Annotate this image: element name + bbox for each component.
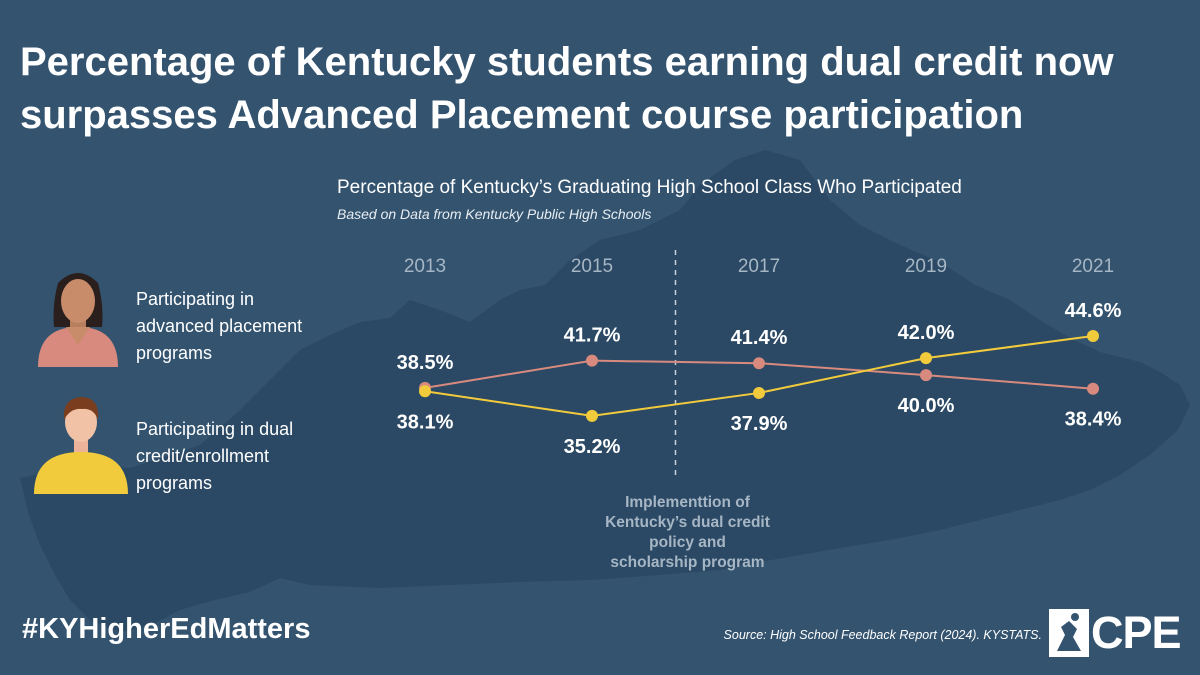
- data-label-dual-credit: 37.9%: [731, 413, 788, 435]
- legend-label-dual-credit: Participating in dual credit/enrollment …: [136, 419, 294, 493]
- headline: Percentage of Kentucky students earning …: [20, 40, 1114, 137]
- hashtag: #KYHigherEdMatters: [22, 613, 311, 645]
- cpe-logo-text: CPE: [1091, 607, 1182, 658]
- data-label-advanced-placement: 38.4%: [1065, 409, 1122, 431]
- data-label-advanced-placement: 41.4%: [731, 327, 788, 349]
- data-point-dual-credit: [753, 386, 765, 399]
- year-label-2013: 2013: [404, 256, 446, 277]
- chart-subtitle: Based on Data from Kentucky Public High …: [337, 206, 652, 222]
- cpe-logo-icon: [1049, 609, 1089, 657]
- year-label-2017: 2017: [738, 256, 780, 277]
- legend-item-dual-credit: [30, 390, 130, 505]
- data-label-dual-credit: 38.1%: [397, 411, 454, 433]
- policy-annotation-line: Implementtion of: [625, 494, 751, 511]
- man-avatar-icon: [34, 397, 128, 494]
- policy-annotation-line: scholarship program: [610, 554, 764, 571]
- data-point-dual-credit: [586, 409, 598, 422]
- year-label-2015: 2015: [571, 256, 613, 277]
- data-point-advanced-placement: [586, 354, 598, 367]
- year-label-2019: 2019: [905, 256, 947, 277]
- data-label-dual-credit: 35.2%: [564, 436, 621, 458]
- policy-annotation-line: Kentucky’s dual credit: [605, 514, 770, 531]
- data-point-advanced-placement: [920, 369, 932, 382]
- data-point-advanced-placement: [753, 357, 765, 370]
- data-point-dual-credit: [920, 352, 932, 365]
- woman-avatar-icon: [38, 273, 118, 367]
- data-label-dual-credit: 44.6%: [1065, 300, 1122, 322]
- legend-item-advanced-placement: [30, 265, 120, 380]
- year-label-2021: 2021: [1072, 256, 1114, 277]
- legend-label-advanced-placement: Participating in advanced placement prog…: [136, 289, 303, 363]
- data-label-advanced-placement: 38.5%: [397, 352, 454, 374]
- data-point-advanced-placement: [1087, 382, 1099, 395]
- data-label-advanced-placement: 40.0%: [898, 395, 955, 417]
- source-note: Source: High School Feedback Report (202…: [723, 628, 1042, 642]
- data-point-dual-credit: [1087, 330, 1099, 342]
- data-label-advanced-placement: 41.7%: [564, 325, 621, 347]
- policy-annotation-line: policy and: [649, 534, 726, 551]
- cpe-logo: CPE: [1047, 605, 1187, 661]
- data-label-dual-credit: 42.0%: [898, 322, 955, 344]
- data-point-dual-credit: [419, 385, 431, 398]
- chart-title: Percentage of Kentucky’s Graduating High…: [337, 177, 962, 198]
